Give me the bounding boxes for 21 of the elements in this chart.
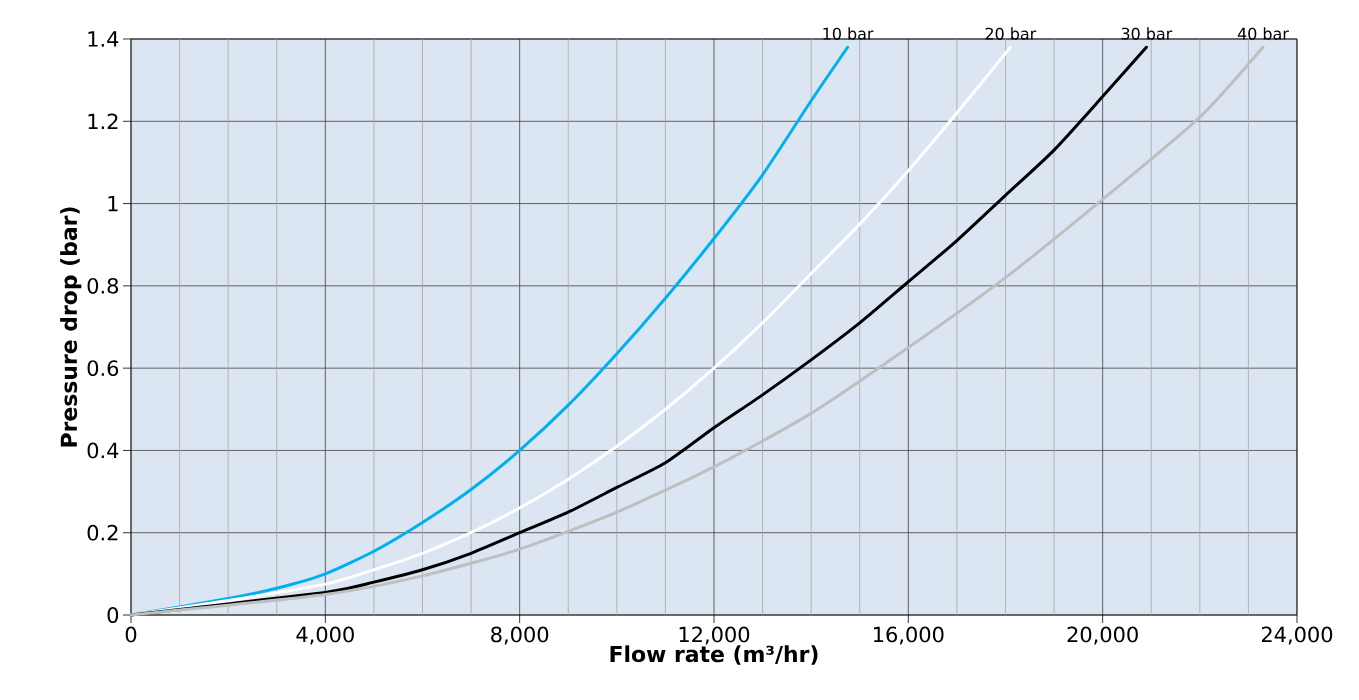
y-tick-label: 0.6 — [87, 360, 119, 377]
y-tick-label: 0.8 — [87, 277, 119, 294]
y-tick-label: 0 — [107, 607, 119, 623]
series-label: 30 bar — [1121, 27, 1173, 40]
series-label: 40 bar — [1237, 27, 1289, 40]
x-tick-label: 4,000 — [296, 626, 354, 645]
x-tick-label: 20,000 — [1067, 626, 1138, 645]
x-tick-label: 8,000 — [491, 626, 549, 645]
x-tick-label: 12,000 — [679, 626, 750, 645]
series-label: 20 bar — [985, 27, 1037, 40]
x-tick-label: 0 — [125, 626, 137, 643]
series-label: 10 bar — [823, 27, 874, 40]
y-tick-label: 1 — [108, 195, 118, 212]
x-tick-label: 16,000 — [874, 626, 944, 645]
y-axis-title: Pressure drop (bar) — [60, 207, 82, 447]
y-tick-label: 0.2 — [87, 524, 118, 541]
y-tick-label: 1.4 — [88, 31, 119, 47]
x-axis-title: Flow rate (m³/hr) — [610, 645, 818, 665]
x-tick-label: 24,000 — [1261, 626, 1333, 645]
y-tick-label: 0.4 — [87, 442, 119, 459]
y-tick-label: 1.2 — [88, 113, 118, 130]
